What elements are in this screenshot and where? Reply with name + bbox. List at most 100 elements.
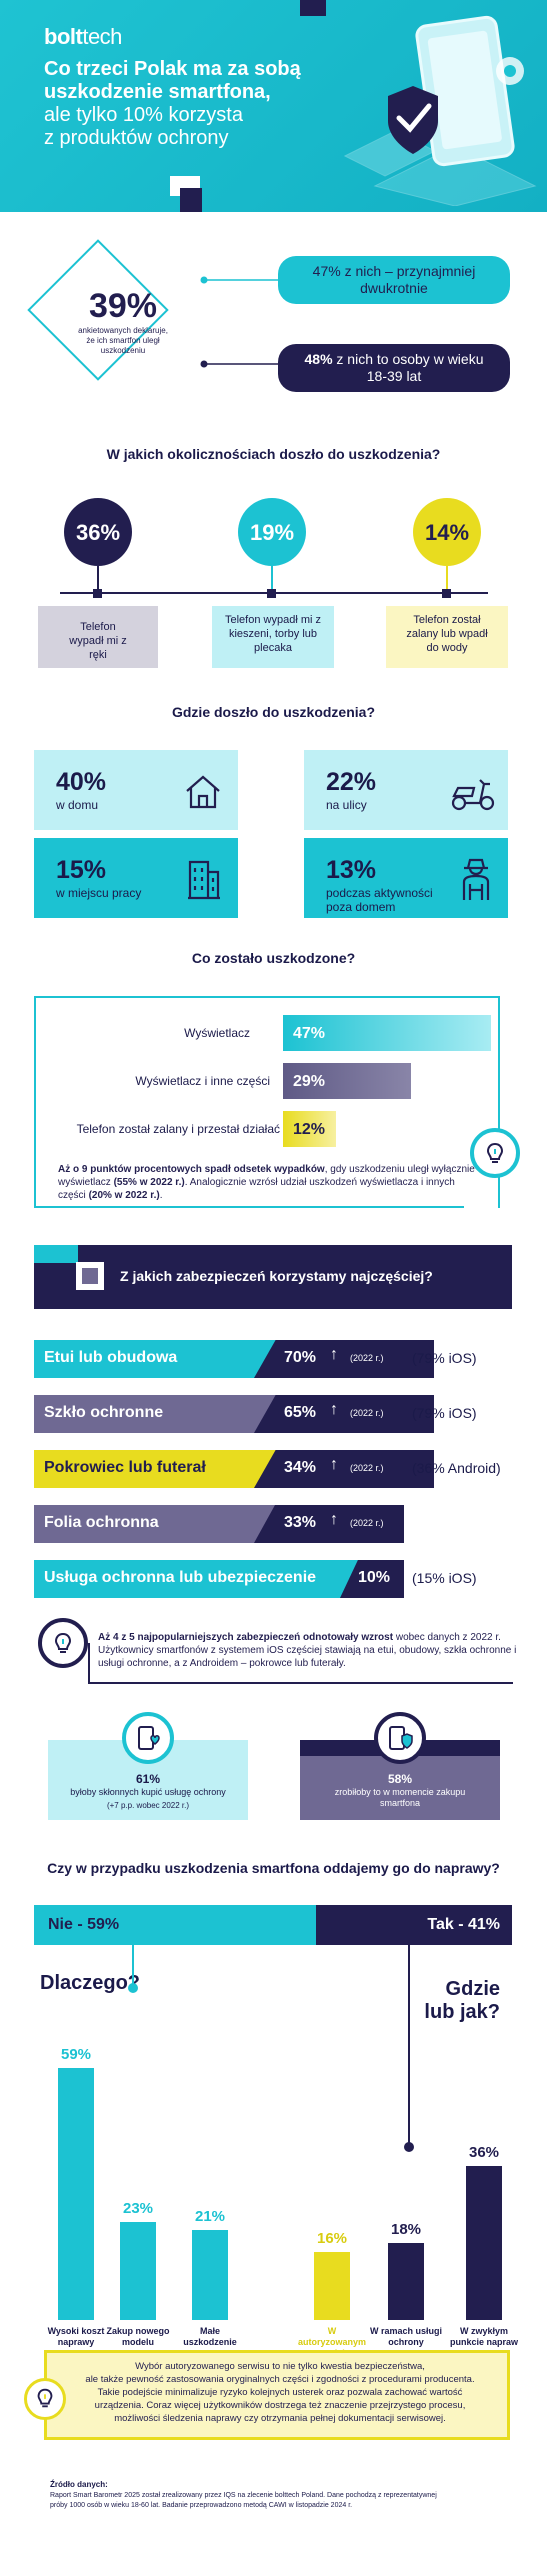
lightbulb-icon [54, 1632, 72, 1653]
where-box-street: 22% na ulicy [304, 750, 508, 830]
circ-dot-2 [267, 589, 276, 598]
prot-label-2: Szkło ochronne [44, 1404, 164, 1421]
where-label-home: w domu [56, 798, 99, 812]
where-label-work: w miejscu pracy [56, 886, 142, 900]
damaged-label-1: Wyświetlacz [184, 1026, 250, 1040]
prot-pct-3: 34% [284, 1459, 317, 1476]
circ-pct-2: 19% [249, 520, 295, 545]
repair-yes-label: Tak - 41% [427, 1916, 500, 1933]
damaged-bar-1 [283, 1015, 491, 1051]
prot-ext-2: (79% iOS) [412, 1405, 477, 1421]
stat-left-pct: 61% [135, 1772, 161, 1786]
prot-arrow-2: ↑ [330, 1401, 338, 1418]
prot-ext-1: (79% iOS) [412, 1350, 477, 1366]
repair-bar-label-2: Zakup nowego modelu [106, 2326, 170, 2347]
prot-arrow-1: ↑ [330, 1346, 338, 1363]
bolttech-logo: bolttech [44, 24, 122, 49]
circ-pct-3: 14% [424, 520, 470, 545]
prot-pct-4: 33% [284, 1514, 317, 1531]
circ-circle-3 [413, 498, 481, 566]
lightbulb-icon [37, 2388, 53, 2408]
decor-slate-square [82, 1268, 98, 1284]
intro-pill-twice: 47% z nich – przynajmniej dwukrotnie [278, 256, 510, 304]
repair-bar-3 [192, 2230, 228, 2320]
damaged-title: Co zostało uszkodzone? [191, 950, 356, 966]
repair-bar-4 [314, 2252, 350, 2320]
why-title: Dlaczego? [40, 1972, 141, 1994]
repair-bar-5 [388, 2243, 424, 2320]
damaged-label-3: Telefon został zalany i przestał działać [76, 1122, 280, 1136]
repair-bar-label-6: W zwykłym punkcie napraw [449, 2326, 519, 2347]
decor-navy-square [300, 0, 326, 16]
stat-right-text: zrobiłoby to w momencie zakupu smartfona [334, 1787, 466, 1808]
prot-ext-3: (36% Android) [412, 1460, 501, 1476]
circ-circle-1 [64, 498, 132, 566]
circ-label-1: Telefon wypadł mi z ręki [38, 606, 158, 668]
prot-pct-5: 10% [358, 1569, 391, 1586]
repair-bar-value-3: 21% [194, 2208, 226, 2225]
repair-bar-value-4: 16% [316, 2230, 348, 2247]
stat-left-badge [122, 1712, 174, 1764]
prot-arrow-4: ↑ [330, 1511, 338, 1528]
damaged-note: Aż o 9 punktów procentowych spadł odsete… [58, 1164, 475, 1201]
damaged-bar-3 [283, 1111, 336, 1147]
repair-bar-2 [120, 2222, 156, 2320]
prot-row-1-tail [254, 1340, 434, 1378]
where-title: Gdzie doszło do uszkodzenia? [171, 704, 375, 720]
where-box-home: 40% w domu [34, 750, 238, 830]
protections-title: Z jakich zabezpieczeń korzystamy najczęś… [120, 1268, 433, 1284]
footer-note [44, 2350, 510, 2440]
prot-year-3: (2022 r.) [350, 1463, 384, 1473]
where-pct-outdoor: 13% [326, 856, 377, 884]
hero-banner: bolttech Co trzeci Polak ma za sobą uszk… [0, 0, 547, 212]
prot-note: Aż 4 z 5 najpopularniejszych zabezpiecze… [98, 1632, 517, 1669]
prot-label-4: Folia ochronna [44, 1514, 159, 1531]
where-pct-work: 15% [56, 856, 107, 884]
circ-dot-3 [442, 589, 451, 598]
repair-no-bar [34, 1905, 316, 1945]
circ-stem-2 [271, 566, 273, 592]
repair-bar-label-1: Wysoki koszt naprawy [47, 2326, 105, 2347]
repair-bar-value-1: 59% [60, 2046, 92, 2063]
repair-bar-6 [466, 2166, 502, 2320]
circ-label-2: Telefon wypadł mi z kieszeni, torby lub … [212, 606, 334, 668]
repair-bar-label-3: Małe uszkodzenie [183, 2326, 237, 2347]
decor-teal-square [34, 1245, 78, 1263]
why-connector-dot [128, 1983, 138, 1993]
prot-row-2-tail [254, 1395, 434, 1433]
where-connector [408, 1945, 410, 2145]
repair-bar-value-5: 18% [390, 2221, 422, 2238]
circ-label-3: Telefon został zalany lub wpadł do wody [386, 606, 508, 668]
page-title: Co trzeci Polak ma za sobą uszkodzenie s… [44, 58, 301, 149]
where-pct-street: 22% [326, 768, 377, 796]
circ-stem-3 [446, 566, 448, 592]
house-icon [186, 775, 220, 809]
phone-shield-illustration [343, 15, 537, 206]
prot-year-1: (2022 r.) [350, 1353, 384, 1363]
where-pct-home: 40% [56, 768, 107, 796]
circ-pct-1: 36% [75, 520, 121, 545]
prot-label-5: Usługa ochronna lub ubezpieczenie [44, 1569, 317, 1586]
repair-title: Czy w przypadku uszkodzenia smartfona od… [47, 1860, 500, 1876]
footer-bulb-badge [24, 2378, 66, 2420]
damaged-label-2: Wyświetlacz i inne części [135, 1074, 270, 1088]
prot-row-3-tail [254, 1450, 434, 1488]
footer-note-text: Wybór autoryzowanego serwisu to nie tylk… [85, 2361, 475, 2424]
damaged-frame-bottom [34, 1206, 464, 1208]
intro-pill-age: 48% z nich to osoby w wieku 18-39 lat [278, 344, 510, 392]
repair-bar-value-2: 23% [122, 2200, 154, 2217]
repair-no-label: Nie - 59% [48, 1916, 120, 1933]
intro-big-desc: ankietowanych deklaruje, że ich smartfon… [78, 326, 168, 355]
intro-big-pct: 39% [88, 287, 158, 325]
damaged-bulb-badge [470, 1128, 520, 1178]
prot-pct-2: 65% [284, 1404, 317, 1421]
repair-yes-bar [316, 1905, 512, 1945]
source-line-1: Raport Smart Barometr 2025 został zreali… [50, 2492, 437, 2499]
circ-dot-1 [93, 589, 102, 598]
decor-square-navy [180, 188, 202, 212]
damaged-pct-2: 29% [293, 1073, 326, 1090]
where-box-work: 15% w miejscu pracy [34, 838, 238, 918]
where-label-street: na ulicy [326, 798, 367, 812]
phone-shield-icon [389, 1726, 413, 1750]
prot-label-3: Pokrowiec lub futerał [44, 1459, 206, 1476]
